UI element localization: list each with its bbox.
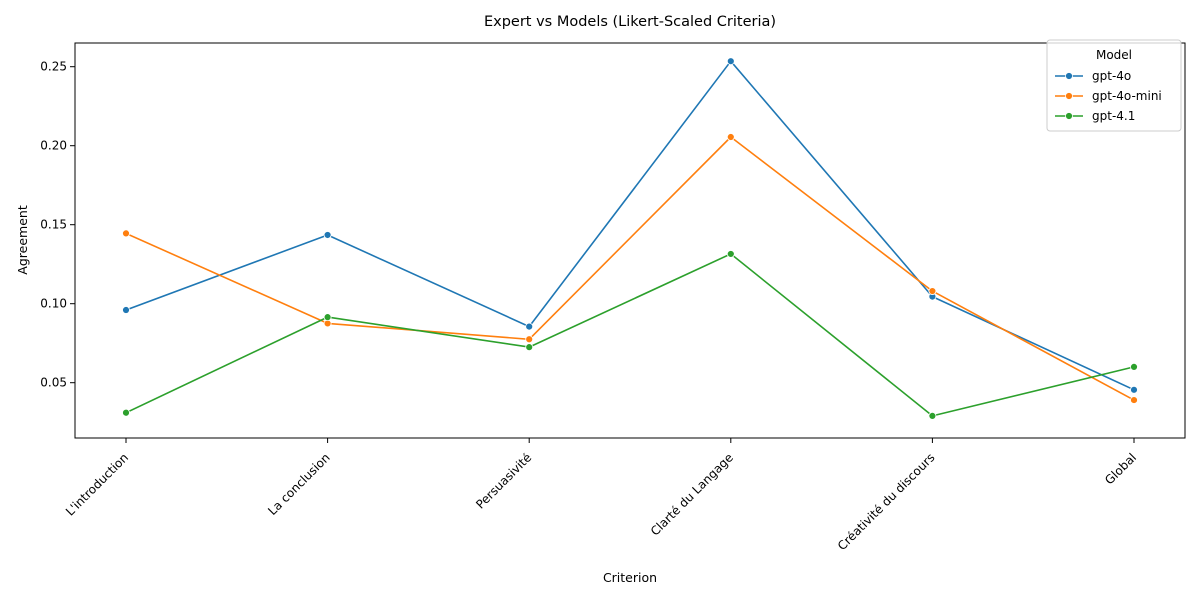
data-point bbox=[122, 408, 130, 417]
legend-marker bbox=[1065, 72, 1073, 80]
x-axis-label: Criterion bbox=[603, 570, 657, 585]
data-point bbox=[122, 229, 130, 238]
series-gpt-4o bbox=[122, 57, 1138, 394]
x-tick-label: L'introduction bbox=[63, 450, 131, 518]
y-tick-label: 0.20 bbox=[40, 139, 67, 153]
legend-label: gpt-4.1 bbox=[1092, 109, 1135, 123]
series-gpt-4.1 bbox=[122, 250, 1138, 420]
data-point bbox=[1130, 396, 1138, 404]
data-point bbox=[525, 335, 534, 344]
plot-frame bbox=[74, 42, 1186, 439]
data-point bbox=[928, 411, 937, 420]
data-point bbox=[323, 231, 332, 239]
data-point bbox=[928, 287, 937, 295]
data-point bbox=[525, 343, 534, 352]
data-point bbox=[122, 306, 130, 314]
data-point bbox=[323, 313, 332, 322]
legend-label: gpt-4o-mini bbox=[1092, 89, 1162, 103]
data-point bbox=[525, 322, 534, 331]
legend-box bbox=[1046, 39, 1182, 132]
data-point bbox=[726, 57, 735, 66]
y-tick-label: 0.25 bbox=[40, 60, 67, 74]
data-point bbox=[726, 133, 735, 141]
x-tick-label: Persuasivité bbox=[473, 450, 534, 511]
x-axis: L'introduction La conclusion Persuasivité C… bbox=[63, 438, 1139, 553]
y-tick-label: 0.05 bbox=[40, 376, 67, 390]
series-layer bbox=[122, 57, 1138, 420]
y-axis-label: Agreement bbox=[15, 205, 30, 275]
x-tick-label: Global bbox=[1102, 450, 1139, 487]
x-tick-label: La conclusion bbox=[265, 450, 333, 518]
data-point bbox=[1130, 362, 1138, 371]
y-tick-label: 0.15 bbox=[40, 218, 67, 232]
legend: Model gpt-4o gpt-4o-mini gpt-4.1 bbox=[1046, 39, 1182, 132]
series-line bbox=[125, 60, 1135, 391]
x-tick-label: Clarté du Langage bbox=[648, 450, 736, 538]
series-line bbox=[125, 136, 1135, 401]
legend-marker bbox=[1065, 92, 1073, 100]
x-tick-label: Créativité du discours bbox=[835, 450, 938, 553]
series-gpt-4o-mini bbox=[122, 133, 1138, 404]
series-line bbox=[125, 253, 1135, 417]
data-point bbox=[726, 250, 735, 258]
chart-title: Expert vs Models (Likert-Scaled Criteria… bbox=[484, 14, 776, 30]
y-tick-label: 0.10 bbox=[40, 297, 67, 311]
data-point bbox=[1130, 385, 1138, 394]
legend-marker bbox=[1065, 112, 1073, 120]
y-axis: 0.05 0.10 0.15 0.20 0.25 bbox=[40, 60, 75, 390]
legend-title: Model bbox=[1096, 48, 1132, 62]
legend-label: gpt-4o bbox=[1092, 69, 1131, 83]
